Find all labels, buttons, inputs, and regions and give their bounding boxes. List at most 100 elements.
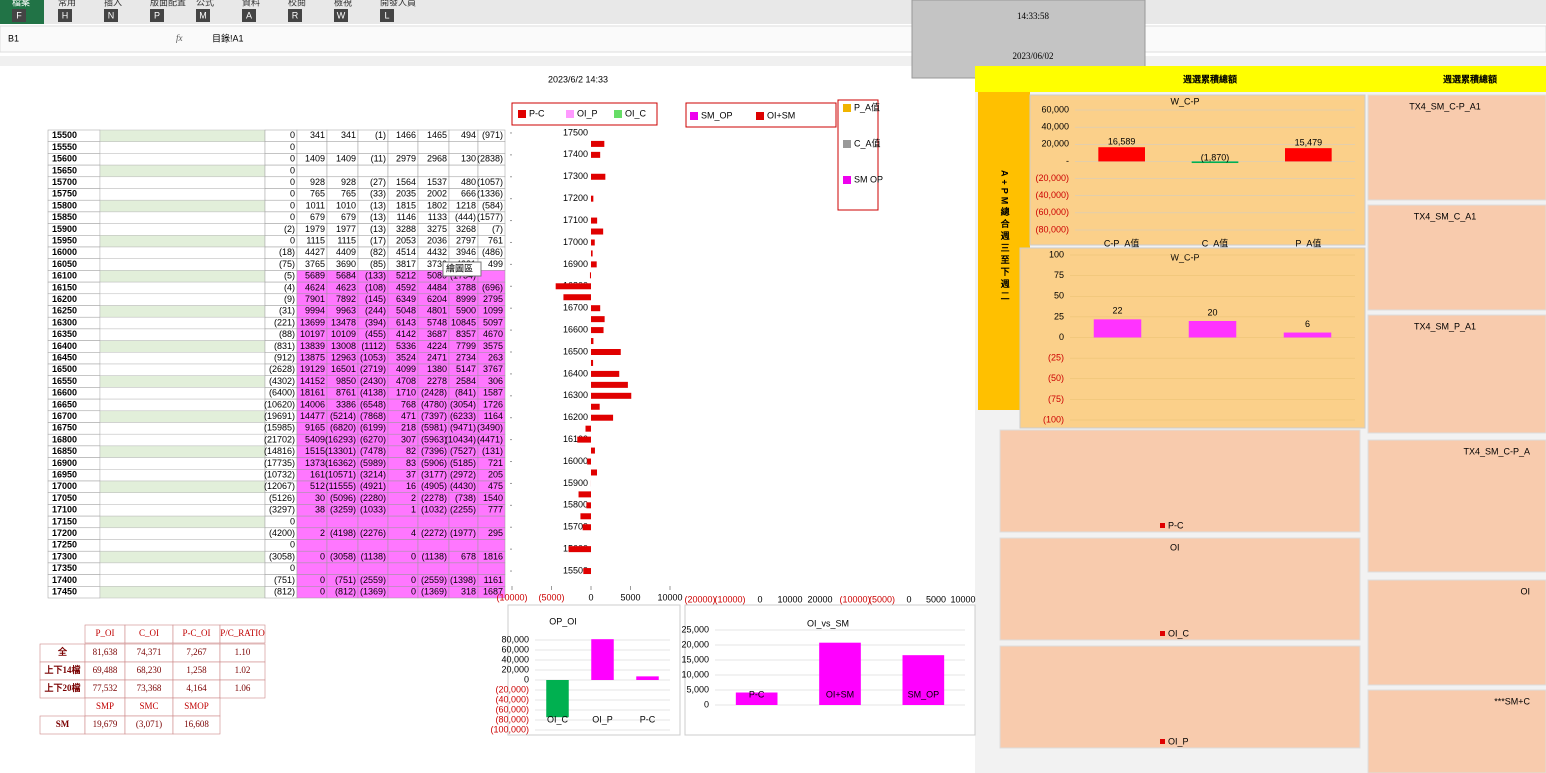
cell-value: 3765 <box>305 259 325 269</box>
name-box[interactable]: B1 <box>8 33 19 43</box>
option-cells <box>99 305 266 318</box>
summary-text: 4,164 <box>186 683 207 693</box>
cell-value: 14152 <box>300 376 325 386</box>
cell-value: (1977) <box>450 528 476 538</box>
ribbon-tab[interactable]: 資料 <box>242 0 260 7</box>
strike-label: 16600 <box>52 388 77 398</box>
cell-value: 10845 <box>451 317 476 327</box>
bar <box>555 283 591 290</box>
ribbon-tab[interactable]: 版面配置 <box>150 0 186 7</box>
ribbon-tab[interactable]: 插入 <box>104 0 122 7</box>
key-tip: N <box>108 10 115 20</box>
cell-value: 7901 <box>305 294 325 304</box>
cell-value: (2430) <box>360 376 386 386</box>
bar <box>585 425 591 432</box>
value-label: 16,589 <box>1108 137 1136 147</box>
cell-value: 13839 <box>300 341 325 351</box>
legend-text: P-C <box>529 108 545 118</box>
cell-value: 3946 <box>456 247 476 257</box>
side-legend-swatch <box>690 112 698 120</box>
side-x-tick: 5000 <box>926 594 946 604</box>
ribbon-tab[interactable]: 開發人員 <box>380 0 416 7</box>
cell-value: 499 <box>488 259 503 269</box>
bar <box>591 639 614 680</box>
option-cells <box>99 410 266 423</box>
strike-label: 16800 <box>52 434 77 444</box>
side-x-tick: (5000) <box>869 594 895 604</box>
ribbon-tab[interactable]: 公式 <box>196 0 214 7</box>
cell-value: 4432 <box>427 247 447 257</box>
cell-value: 5336 <box>396 341 416 351</box>
cell-value: (4138) <box>360 388 386 398</box>
cell-value: (17735) <box>264 458 295 468</box>
y-tick-label: 20,000 <box>501 664 529 674</box>
cell-value: 4427 <box>305 247 325 257</box>
strike-label: 17250 <box>52 540 77 550</box>
cell-value: 765 <box>341 189 356 199</box>
strike-label: 17100 <box>52 505 77 515</box>
cell-value: 318 <box>461 587 476 597</box>
cell-value: 765 <box>310 189 325 199</box>
cell-value: (738) <box>455 493 476 503</box>
strike-label: 16250 <box>52 306 77 316</box>
key-tip-box <box>196 9 210 22</box>
y-tick-label: (60,000) <box>1035 207 1069 217</box>
cell-value: 1011 <box>306 200 325 210</box>
cell-value: 4624 <box>305 282 325 292</box>
small-chart-title: OI <box>1520 586 1530 596</box>
ribbon-tab[interactable]: 常用 <box>58 0 76 7</box>
cell-value: (1369) <box>421 587 447 597</box>
cell-value: 7892 <box>336 294 356 304</box>
formula-text[interactable]: 目錄!A1 <box>212 32 244 43</box>
side-legend-text: OI+SM <box>767 110 795 120</box>
y-tick-label: (60,000) <box>495 704 529 714</box>
cell-value: 12963 <box>331 353 356 363</box>
cell-value: (221) <box>274 317 295 327</box>
cell-value: 2979 <box>396 154 416 164</box>
y-tick-label: 5,000 <box>686 684 709 694</box>
ribbon-tab[interactable]: 校閱 <box>288 0 306 7</box>
value-label: (1,870) <box>1201 152 1230 162</box>
side-legend-text: C_A值 <box>854 137 881 148</box>
cell-value: (19691) <box>264 411 295 421</box>
cell-value: 761 <box>488 236 503 246</box>
summary-text: SMC <box>139 701 158 711</box>
y-tick-label: - <box>1066 156 1069 166</box>
fx-icon[interactable]: fx <box>176 33 183 43</box>
side-legend-text: SM OP <box>854 174 883 184</box>
summary-cell <box>172 715 221 735</box>
summary-text: 74,371 <box>137 647 162 657</box>
y-tick-label: 50 <box>1054 291 1064 301</box>
bar <box>591 195 594 202</box>
key-tip: M <box>199 10 207 20</box>
panel-header: 週選累積總額 <box>1183 73 1237 84</box>
cell-value: (6400) <box>269 388 295 398</box>
key-tip: L <box>384 10 389 20</box>
cell <box>357 164 389 178</box>
y-tick-label: 15800 <box>563 500 588 510</box>
legend-swatch <box>614 110 622 118</box>
cell-value: 0 <box>320 587 325 597</box>
cell-value: 0 <box>290 236 295 246</box>
ribbon-tab[interactable]: 檔案 <box>12 0 30 7</box>
bar <box>563 294 591 301</box>
bar <box>591 349 621 355</box>
side-legend-swatch <box>843 104 851 112</box>
option-cells <box>99 352 266 365</box>
cell-value: (5185) <box>450 458 476 468</box>
cell-value: (912) <box>274 353 295 363</box>
cell-value: (751) <box>274 575 295 585</box>
small-chart-panel <box>1367 439 1546 573</box>
option-cells <box>99 141 266 154</box>
y-tick-label: 0 <box>524 674 529 684</box>
summary-text: 上下14檔 <box>44 664 80 675</box>
cell-value: (133) <box>365 271 386 281</box>
bar <box>591 469 598 476</box>
cell-value: 5748 <box>427 317 447 327</box>
bar <box>902 655 945 705</box>
cell-value: (1138) <box>422 551 447 561</box>
cell-value: 2 <box>411 493 416 503</box>
ribbon-tab[interactable]: 檢視 <box>334 0 352 7</box>
cell-value: (1369) <box>360 587 386 597</box>
key-tip-box <box>242 9 256 22</box>
